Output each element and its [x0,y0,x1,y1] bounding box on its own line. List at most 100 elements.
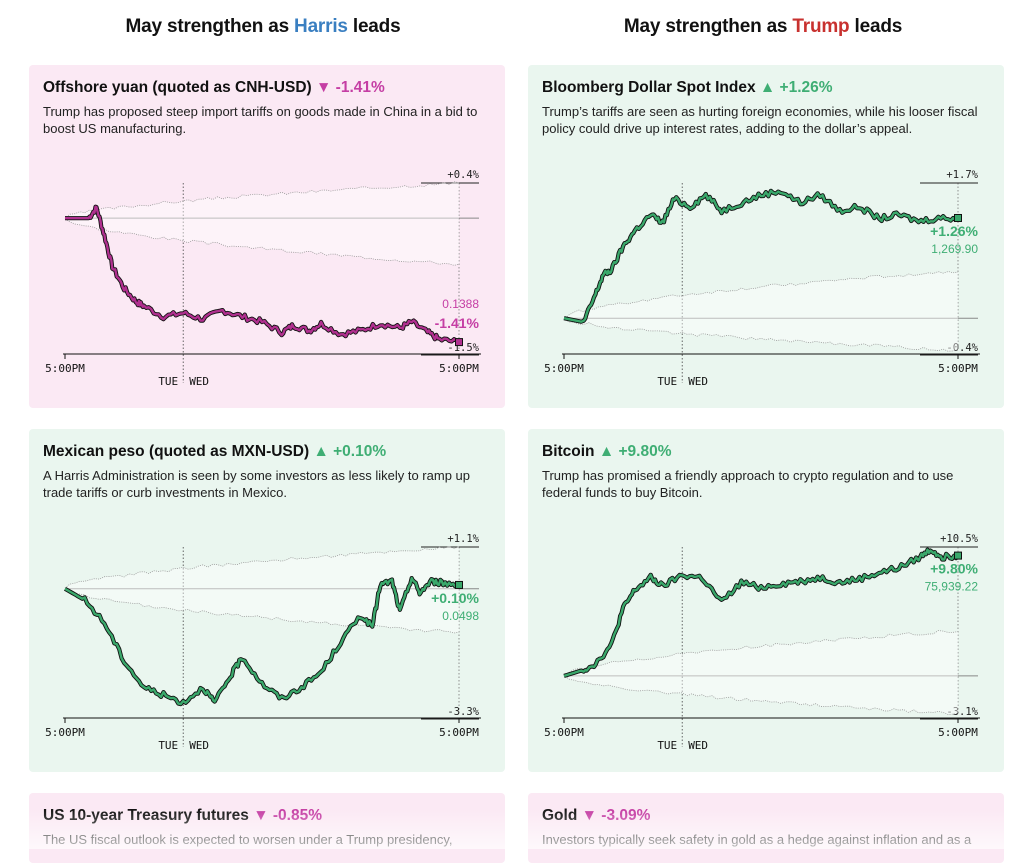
range-envelope [564,630,958,715]
series-line [563,189,959,323]
panel-title: US 10-year Treasury futures ▼ -0.85% [43,807,322,825]
panel-description: Investors typically seek safety in gold … [542,832,972,847]
range-high-label: +10.5% [940,533,979,545]
range-low-label: -0.4% [946,342,978,354]
change-badge: ▼ -0.85% [253,807,322,824]
chart-mxn: +1.1% -3.3% +0.10% 0.0498 5:00PM TUE WED 5:00PM [45,533,481,752]
x-tick-label: 5:00PM [938,362,978,375]
range-lower-line [563,318,959,352]
down-arrow-icon: ▼ [316,79,332,96]
chart-cnh: +0.4% -1.5% 0.1388 -1.41% 5:00PM TUE WED 5:00PM [45,169,481,388]
change-value: +1.26% [779,79,833,96]
header-suffix: leads [849,16,903,37]
change-badge: ▲ +1.26% [760,79,833,96]
series-line [563,548,959,678]
x-tick-label: 5:00PM [544,362,584,375]
series-end-marker [455,580,463,589]
x-tick-label: 5:00PM [45,362,85,375]
range-low-label: -3.3% [447,706,479,718]
asset-name: Offshore yuan (quoted as CNH-USD) [43,79,312,96]
x-tick-label: 5:00PM [938,726,978,739]
up-arrow-icon: ▲ [759,79,776,96]
panel-mexican-peso: Mexican peso (quoted as MXN-USD) ▲ +0.10… [29,429,505,772]
change-value: +9.80% [618,443,672,460]
change-value: -3.09% [601,807,651,824]
range-high-label: +1.1% [447,533,479,545]
end-change-label: -1.41% [435,315,480,331]
x-tick-label: 5:00PM [45,726,85,739]
range-high-label: +1.7% [946,169,978,181]
end-value-label: 0.1388 [442,297,479,311]
range-lower-line [64,218,460,266]
end-change-label: +0.10% [431,590,479,606]
change-badge: ▲ +0.10% [313,443,386,460]
series-end-marker [455,338,463,347]
asset-name: Bitcoin [542,443,595,460]
header-suffix: leads [347,16,401,37]
panel-description: Trump has promised a friendly approach t… [542,468,954,500]
x-tick-label: TUE [158,375,178,388]
panel-bitcoin: Bitcoin ▲ +9.80% Trump has promised a fr… [528,429,1004,772]
panel-title: Bloomberg Dollar Spot Index ▲ +1.26% [542,79,833,97]
column-header-harris: May strengthen as Harris leads [23,16,503,38]
down-arrow-icon: ▼ [253,807,269,824]
x-tick-label: WED [189,739,209,752]
panel-description: Trump has proposed steep import tariffs … [43,104,478,136]
asset-name: Bloomberg Dollar Spot Index [542,79,756,96]
panel-offshore-yuan: Offshore yuan (quoted as CNH-USD) ▼ -1.4… [29,65,505,408]
column-header-trump: May strengthen as Trump leads [523,16,1003,38]
down-arrow-icon: ▼ [581,807,597,824]
end-change-label: +9.80% [930,561,978,577]
panel-title: Gold ▼ -3.09% [542,807,650,825]
up-arrow-icon: ▲ [313,443,329,460]
panel-title: Offshore yuan (quoted as CNH-USD) ▼ -1.4… [43,79,385,97]
x-tick-label: 5:00PM [544,726,584,739]
chart-btc: +10.5% -3.1% +9.80% 75,939.22 5:00PM TUE WED 5:… [544,533,980,752]
end-change-label: +1.26% [930,223,978,239]
panel-description: The US fiscal outlook is expected to wor… [43,832,453,847]
series-line [65,205,460,344]
panel-gold: Gold ▼ -3.09% Investors typically seek s… [528,793,1004,863]
change-badge: ▼ -1.41% [316,79,385,96]
chart-dxy: +1.7% -0.4% +1.26% 1,269.90 5:00PM TUE WED 5:00… [544,169,980,388]
change-badge: ▲ +9.80% [599,443,672,460]
end-value-label: 1,269.90 [931,242,978,256]
range-envelope [65,546,459,634]
range-envelope [564,271,958,352]
header-candidate-trump: Trump [792,16,850,37]
range-upper-line [563,271,959,321]
change-value: -0.85% [272,807,322,824]
end-value-label: 0.0498 [442,609,479,623]
panel-description: A Harris Administration is seen by some … [43,468,471,500]
header-prefix: May strengthen as [623,16,793,37]
x-tick-label: TUE [158,739,178,752]
header-candidate-harris: Harris [294,16,348,37]
x-tick-label: TUE [657,739,677,752]
panel-title: Mexican peso (quoted as MXN-USD) ▲ +0.10… [43,443,386,461]
up-arrow-icon: ▲ [598,443,615,460]
series-line [64,576,460,706]
range-high-label: +0.4% [447,169,479,181]
change-value: -1.41% [335,79,385,96]
range-envelope [65,181,459,266]
range-lower-line [64,587,460,634]
range-low-label: -3.1% [946,706,978,718]
x-tick-label: 5:00PM [439,726,479,739]
asset-name: Mexican peso (quoted as MXN-USD) [43,443,310,460]
change-badge: ▼ -3.09% [582,807,651,824]
asset-name: Gold [542,807,578,824]
x-tick-label: WED [688,739,708,752]
panel-dollar-index: Bloomberg Dollar Spot Index ▲ +1.26% Tru… [528,65,1004,408]
panel-treasury-futures: US 10-year Treasury futures ▼ -0.85% The… [29,793,505,863]
x-tick-label: TUE [657,375,677,388]
header-prefix: May strengthen as [125,16,295,37]
asset-name: US 10-year Treasury futures [43,807,249,824]
panel-title: Bitcoin ▲ +9.80% [542,443,672,461]
end-value-label: 75,939.22 [925,580,979,594]
panel-description: Trump’s tariffs are seen as hurting fore… [542,104,978,136]
series-end-marker [954,213,962,222]
series-end-marker [954,551,962,560]
x-tick-label: WED [688,375,708,388]
range-lower-line [563,674,959,715]
change-value: +0.10% [333,443,387,460]
